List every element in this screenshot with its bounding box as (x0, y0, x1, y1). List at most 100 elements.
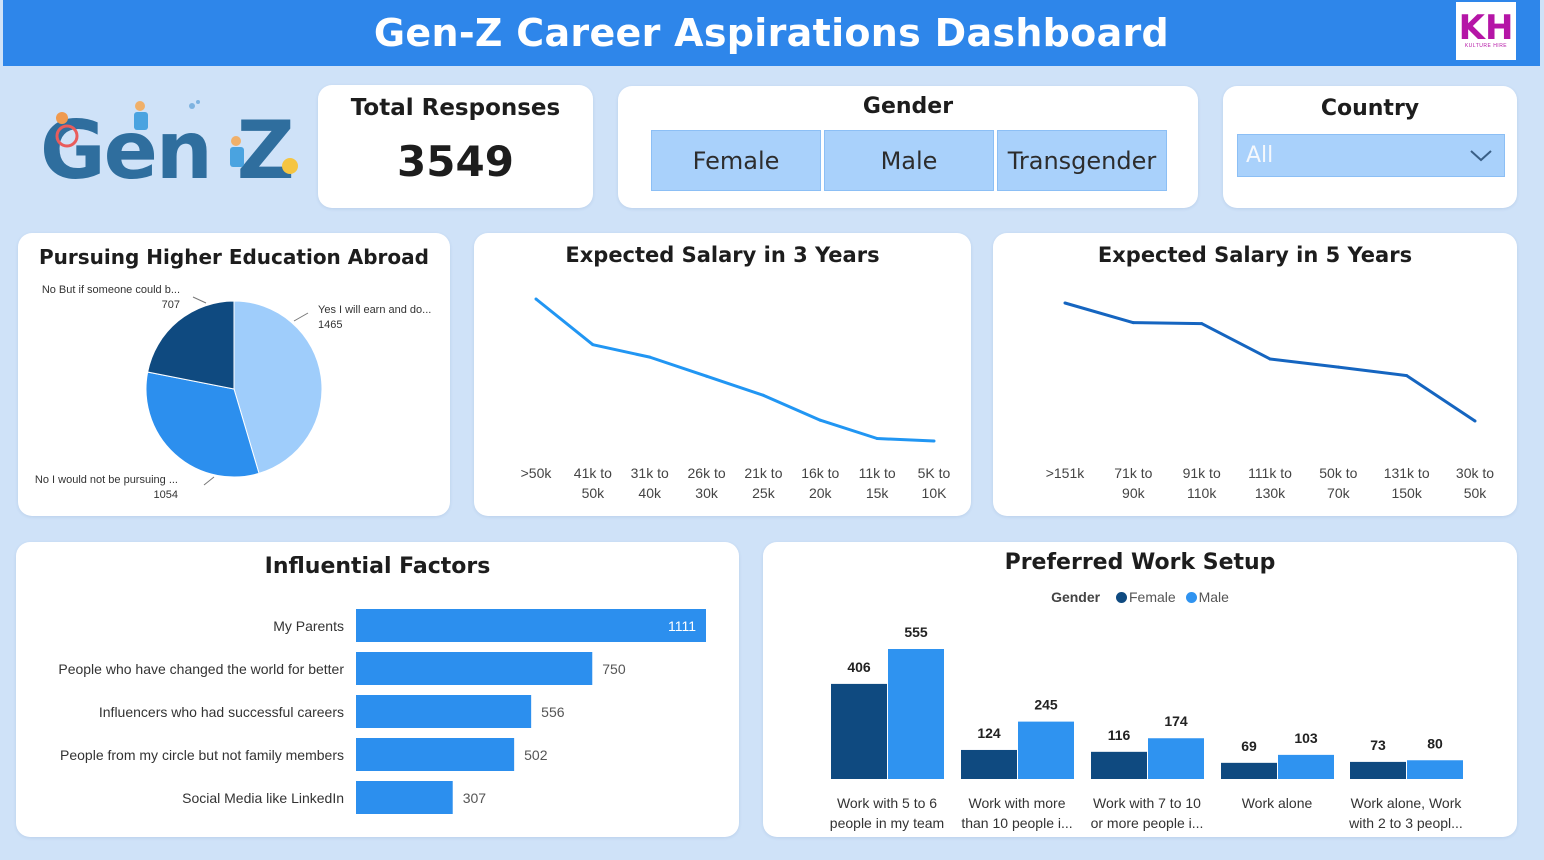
line-point (648, 355, 652, 359)
factor-category-label: People who have changed the world for be… (58, 661, 344, 677)
factor-bar (356, 781, 453, 814)
work-bar (1278, 754, 1334, 779)
factor-bar (356, 695, 532, 728)
x-tick-label: 15k (866, 485, 890, 501)
work-category-label: Work with more (969, 795, 1066, 811)
x-tick-label: 21k to (744, 465, 782, 481)
x-tick-label: 26k to (688, 465, 726, 481)
pie-slice (147, 300, 235, 390)
factor-bar (356, 609, 706, 642)
x-tick-label: >50k (521, 465, 553, 481)
pie-leader-line (203, 476, 215, 486)
abroad-chart-title: Pursuing Higher Education Abroad (39, 245, 429, 269)
line-point (1336, 365, 1340, 369)
abroad-pie-chart: Yes I will earn and do... 1465 No I would … (35, 284, 431, 501)
work-value-label: 245 (1034, 697, 1058, 713)
salary-3y-line-chart: >50k 41k to 50k 31k to 40k 26k to 30k 21k to 25k… (521, 297, 951, 501)
pie-slice (145, 371, 260, 478)
gender-filter-card: Gender Female Male Transgender (618, 86, 1198, 208)
gender-option-transgender[interactable]: Transgender (997, 130, 1167, 191)
influential-factors-card: Influential Factors My Parents 1111 People… (16, 542, 739, 837)
x-tick-label: 11k to (859, 465, 896, 481)
legend-female-swatch (1115, 592, 1127, 603)
pie-value-label: 1465 (318, 319, 342, 331)
x-tick-label: 150k (1391, 485, 1422, 501)
total-responses-label: Total Responses (350, 95, 561, 121)
work-category-label: than 10 people i... (961, 815, 1072, 831)
line-point (1131, 321, 1135, 325)
factor-value-label: 307 (463, 790, 487, 806)
x-tick-label: 20k (809, 485, 833, 501)
work-value-label: 80 (1427, 735, 1443, 751)
factor-value-label: 1111 (668, 618, 696, 634)
gender-filter-label: Gender (862, 94, 954, 119)
country-dropdown[interactable]: All (1237, 134, 1505, 177)
x-tick-label: 30k to (1456, 465, 1494, 481)
x-tick-label: 25k (752, 485, 776, 501)
work-bar (1148, 738, 1204, 779)
factor-value-label: 502 (524, 747, 548, 763)
line-series (1064, 301, 1476, 423)
factor-category-label: People from my circle but not family mem… (60, 747, 344, 763)
x-tick-label: 16k to (801, 465, 839, 481)
x-tick-label: 131k to (1384, 465, 1430, 481)
country-dropdown-value: All (1246, 143, 1274, 168)
x-tick-label: 41k to (574, 465, 612, 481)
dashboard-title: Gen-Z Career Aspirations Dashboard (373, 11, 1170, 55)
work-setup-legend: Gender Female Male (763, 589, 1517, 605)
legend-male-label: Male (1198, 589, 1229, 605)
factor-category-label: Social Media like LinkedIn (182, 790, 344, 806)
salary-3y-title: Expected Salary in 3 Years (565, 243, 880, 267)
line-point (534, 297, 538, 301)
factor-category-label: Influencers who had successful careers (99, 704, 344, 720)
factor-category-label: My Parents (273, 618, 344, 634)
work-bar (1091, 751, 1147, 779)
line-point (818, 418, 822, 422)
line-point (1473, 419, 1477, 423)
factors-bar-chart: My Parents 1111 People who have changed th… (58, 609, 706, 814)
pie-label: No But if someone could b... (42, 284, 180, 296)
x-tick-label: 40k (638, 485, 662, 501)
x-tick-label: 31k to (631, 465, 669, 481)
x-tick-label: 50k (1464, 485, 1488, 501)
x-tick-label: 90k (1122, 485, 1146, 501)
pie-label: Yes I will earn and do... (318, 304, 431, 316)
work-value-label: 103 (1294, 730, 1318, 746)
work-category-label: Work alone (1242, 795, 1313, 811)
legend-female-label: Female (1128, 589, 1176, 605)
line-point (761, 393, 765, 397)
line-point (1200, 322, 1204, 326)
work-setup-bar-chart: 406 555 Work with 5 to 6 people in my team 1… (830, 624, 1463, 831)
factor-value-label: 750 (602, 661, 626, 677)
pie-leader-line (192, 296, 207, 304)
x-tick-label: 50k (582, 485, 606, 501)
work-bar (961, 749, 1017, 779)
gender-option-male[interactable]: Male (824, 130, 994, 191)
pie-value-label: 1054 (154, 489, 178, 501)
work-value-label: 124 (977, 725, 1001, 741)
pie-leader-line (293, 312, 309, 322)
gen-z-illustration-icon (55, 100, 298, 174)
work-value-label: 406 (847, 659, 871, 675)
factors-title: Influential Factors (264, 554, 491, 579)
line-point (875, 437, 879, 441)
line-series (535, 297, 935, 443)
work-bar (1407, 760, 1463, 779)
line-point (932, 439, 936, 443)
work-value-label: 73 (1370, 737, 1386, 753)
work-bar (1018, 721, 1074, 779)
factor-bar (356, 652, 593, 685)
total-responses-card: Total Responses 3549 (318, 85, 593, 208)
salary-3y-card: Expected Salary in 3 Years >50k 41k to 50k… (474, 233, 971, 516)
pie-label: No I would not be pursuing ... (35, 474, 178, 486)
work-category-label: Work with 5 to 6 (837, 795, 937, 811)
gender-option-female[interactable]: Female (651, 130, 821, 191)
line-point (1268, 357, 1272, 361)
x-tick-label: 50k to (1319, 465, 1357, 481)
work-value-label: 116 (1108, 727, 1131, 743)
work-category-label: Work alone, Work (1351, 795, 1463, 811)
x-tick-label: 70k (1327, 485, 1351, 501)
work-bar (831, 683, 887, 779)
abroad-pie-card: Pursuing Higher Education Abroad Yes I w… (18, 233, 450, 516)
x-tick-label: 111k to (1248, 465, 1292, 481)
